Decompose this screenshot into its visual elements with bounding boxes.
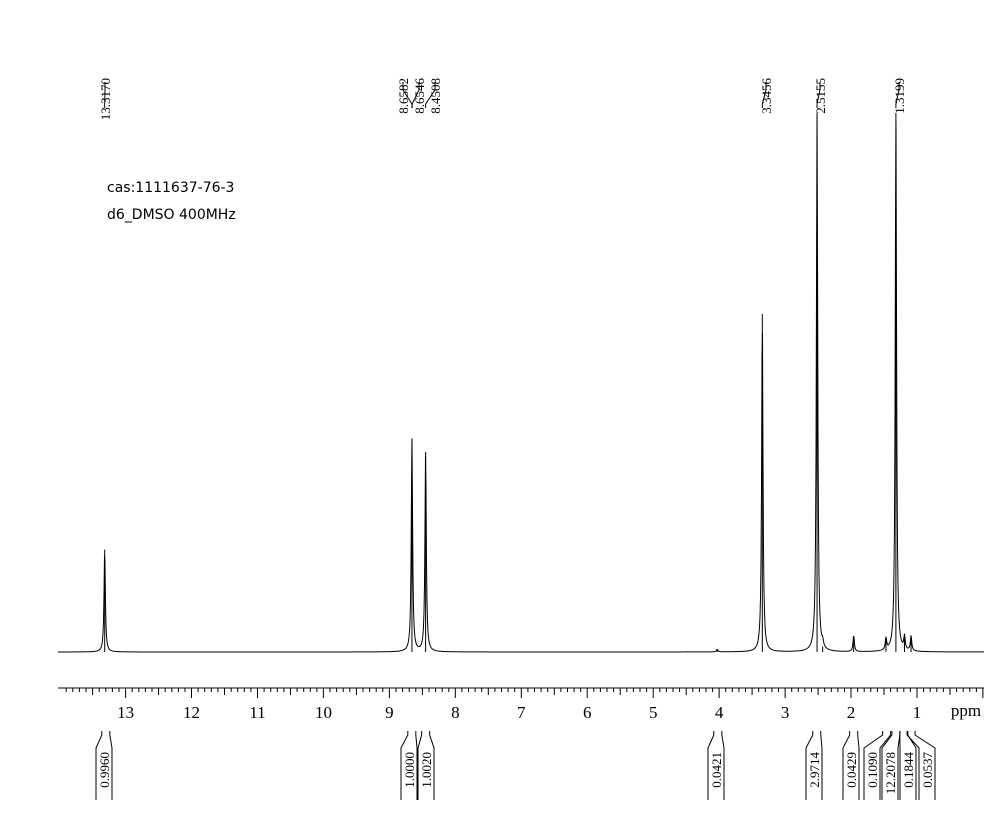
integral-value: 0.1090 — [865, 752, 880, 788]
integral-bracket-left — [400, 731, 409, 800]
axis-tick-label: 12 — [183, 703, 200, 722]
peak-label-text: 8.6582 — [396, 78, 411, 114]
axis-tick-label: 6 — [583, 703, 592, 722]
integral-bracket-left — [707, 731, 715, 800]
integral-label: 0.0537 — [906, 731, 936, 800]
integral-bracket-right — [879, 731, 892, 800]
axis-tick-label: 7 — [517, 703, 526, 722]
axis-unit-label: ppm — [951, 701, 981, 720]
integral-value: 1.0000 — [402, 752, 417, 788]
integral-label: 1.0020 — [417, 731, 435, 800]
integral-bracket-left — [881, 731, 893, 800]
peak-label-leader — [895, 82, 900, 108]
integral-label: 2.9714 — [805, 731, 823, 800]
axis-tick-label: 13 — [117, 703, 134, 722]
integral-label: 0.1090 — [863, 731, 892, 800]
sample-conditions-label: d6_DMSO 400MHz — [107, 207, 236, 223]
integral-value: 0.0537 — [920, 752, 935, 788]
axis-tick-label: 3 — [781, 703, 790, 722]
peak-label-leader — [425, 82, 436, 108]
integral-bracket-right — [415, 731, 418, 800]
spectrum-layer — [58, 113, 984, 653]
peak-label: 8.6582 — [396, 78, 413, 114]
sample-cas-label: cas:1111637-76-3 — [107, 180, 234, 196]
peak-label-leader — [816, 82, 821, 108]
integral-value: 1.0020 — [419, 752, 434, 788]
integral-bracket-right — [429, 731, 435, 800]
axis-tick-label: 1 — [913, 703, 922, 722]
axis-tick-label: 10 — [315, 703, 332, 722]
integral-value: 0.0421 — [709, 752, 724, 788]
peak-label-leader — [761, 82, 767, 108]
integral-label: 0.0421 — [707, 731, 725, 800]
ppm-axis: 13 12 11 10 9 8 7 6 5 4 3 2 1 ppm — [58, 687, 984, 722]
peak-label-text: 8.6546 — [412, 78, 427, 114]
integral-bracket-left — [863, 731, 884, 800]
peak-label: 3.3456 — [759, 78, 774, 114]
integral-bracket-left — [95, 731, 103, 800]
axis-tick-label: 2 — [847, 703, 856, 722]
integrals: 0.9960 1.0000 1.0020 0.0421 2.9714 0.0429 0.10… — [95, 731, 936, 800]
axis-tick-label: 5 — [649, 703, 658, 722]
integral-bracket-right — [914, 731, 936, 800]
peak-label-leader — [411, 82, 420, 108]
axis-tick-label: 9 — [385, 703, 394, 722]
integral-label: 0.1844 — [899, 731, 917, 800]
axis-tick-label: 8 — [451, 703, 460, 722]
integral-bracket-right — [721, 731, 725, 800]
peak-label: 2.5155 — [813, 78, 828, 114]
integral-bracket-left — [906, 731, 920, 800]
integral-value: 0.9960 — [97, 752, 112, 788]
integral-value: 0.1844 — [901, 752, 916, 788]
integral-label: 0.0429 — [842, 731, 860, 800]
axis-tick-label: 11 — [249, 703, 265, 722]
integral-bracket-right — [907, 731, 917, 800]
peak-labels: 13.3170 8.6582 8.6546 8.4508 3.3456 2.5155 1.3… — [98, 78, 907, 121]
integral-bracket-right — [820, 731, 823, 800]
integral-label: 1.0000 — [400, 731, 418, 800]
axis-tick-label: 4 — [715, 703, 724, 722]
integral-value: 12.2078 — [883, 752, 898, 794]
peak-label: 8.4508 — [425, 78, 443, 114]
peak-label: 1.3199 — [892, 78, 907, 114]
peak-label-text: 13.3170 — [98, 78, 113, 120]
integral-value: 2.9714 — [807, 752, 822, 788]
peak-label: 8.6546 — [411, 78, 427, 114]
spectrum-trace — [58, 115, 984, 653]
peak-label: 13.3170 — [98, 78, 113, 120]
integral-bracket-right — [857, 731, 860, 800]
integral-bracket-left — [417, 731, 423, 800]
integral-bracket-right — [109, 731, 113, 800]
integral-bracket-left — [805, 731, 814, 800]
integral-value: 0.0429 — [844, 752, 859, 788]
integral-label: 0.9960 — [95, 731, 113, 800]
peak-label-text: 8.4508 — [428, 78, 443, 114]
integral-bracket-left — [842, 731, 851, 800]
integral-label: 12.2078 — [881, 731, 901, 800]
